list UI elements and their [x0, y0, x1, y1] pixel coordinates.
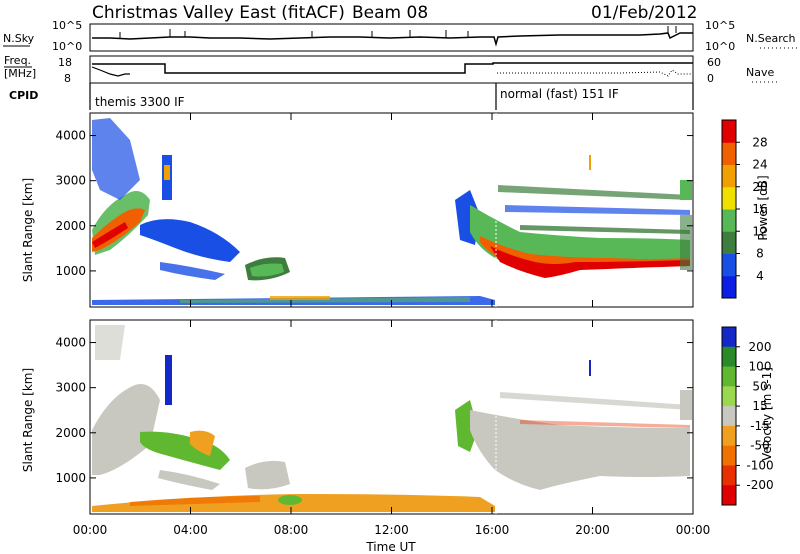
velocity-ytick-label: 4000	[55, 336, 86, 350]
velocity-ytick-label: 2000	[55, 426, 86, 440]
power-colorbar: 4 8 12 16 20 24 28	[721, 119, 768, 299]
beam-label: Beam 08	[352, 3, 428, 23]
power-colorbar-band	[722, 142, 736, 165]
date-label: 01/Feb/2012	[591, 3, 697, 23]
time-axis-labels: 00:00 04:00 08:00 12:00 16:00 20:00 00:00	[73, 523, 711, 537]
nsky-tick-top: 10^5	[52, 19, 82, 32]
velocity-colorbar-band	[722, 465, 736, 486]
power-ytick-label: 4000	[55, 129, 86, 143]
nsky-label: N.Sky	[3, 32, 35, 45]
time-tick-label: 12:00	[374, 523, 409, 537]
power-ytick-label: 2000	[55, 219, 86, 233]
velocity-colorbar-band	[722, 485, 736, 506]
nsky-panel-frame	[89, 23, 694, 52]
nave-tick-top: 60	[707, 56, 721, 69]
power-colorbar-band	[722, 164, 736, 188]
nsearch-label: N.Search	[746, 32, 796, 45]
time-tick-label: 08:00	[274, 523, 309, 537]
velocity-colorbar-band	[722, 386, 736, 407]
velocity-panel	[89, 319, 694, 515]
power-colorbar-tick-label: 24	[752, 158, 767, 172]
nsky-spikes	[119, 26, 677, 38]
velocity-colorbar: 200 100 50 15 -15 -50 -100 -200	[721, 326, 774, 506]
power-colorbar-tick-label: 12	[752, 224, 767, 238]
cpid-mode-2: normal (fast) 151 IF	[500, 87, 619, 101]
power-colorbar-band	[722, 275, 736, 299]
velocity-colorbar-band	[722, 406, 736, 427]
velocity-colorbar-band	[722, 445, 736, 466]
power-colorbar-band	[722, 120, 736, 143]
nsearch-tick-bottom: 10^0	[705, 40, 735, 53]
power-y-axis: 1000 2000 3000 4000	[55, 129, 693, 278]
velocity-colorbar-tick-label: 50	[752, 379, 767, 393]
time-tick-label: 00:00	[73, 523, 108, 537]
velocity-colorbar-band	[722, 366, 736, 387]
power-colorbar-tick-label: 8	[756, 247, 764, 261]
velocity-ytick-label: 3000	[55, 381, 86, 395]
nsky-tick-bottom: 10^0	[52, 40, 82, 53]
nsearch-tick-top: 10^5	[705, 19, 735, 32]
power-colorbar-band	[722, 186, 736, 210]
power-panel	[89, 112, 694, 308]
nave-trace	[497, 69, 693, 77]
power-x-axis	[89, 113, 694, 307]
power-ytick-label: 1000	[55, 264, 86, 278]
power-colorbar-tick-label: 20	[752, 180, 767, 194]
time-tick-label: 16:00	[475, 523, 510, 537]
velocity-colorbar-tick-label: -100	[746, 458, 773, 472]
power-ylabel: Slant Range [km]	[21, 178, 35, 282]
velocity-colorbar-band	[722, 327, 736, 348]
power-ytick-label: 3000	[55, 174, 86, 188]
freq-trace	[92, 62, 693, 74]
cpid-mode-1: themis 3300 IF	[95, 95, 185, 109]
velocity-ytick-label: 1000	[55, 471, 86, 485]
velocity-colorbar-band	[722, 346, 736, 368]
velocity-ylabel: Slant Range [km]	[21, 368, 35, 472]
power-colorbar-tick-label: 16	[752, 202, 767, 216]
time-tick-label: 04:00	[173, 523, 208, 537]
time-axis-title: Time UT	[365, 540, 416, 554]
power-colorbar-tick-label: 28	[752, 135, 767, 149]
freq-panel-frame	[89, 55, 694, 84]
velocity-x-axis	[89, 320, 694, 514]
power-colorbar-tick-label: 4	[756, 269, 764, 283]
freq-tick-top: 18	[58, 56, 72, 69]
power-colorbar-band	[722, 253, 736, 277]
velocity-scatter	[92, 325, 692, 512]
velocity-colorbar-tick-label: -15	[750, 419, 770, 433]
plot-title: Christmas Valley East (fitACF)	[92, 3, 345, 23]
velocity-colorbar-tick-label: -50	[750, 439, 770, 453]
cpid-label: CPID	[9, 89, 38, 102]
velocity-colorbar-tick-label: 100	[749, 360, 772, 374]
power-colorbar-label: Power [dB]	[756, 175, 770, 240]
nsky-trace	[92, 32, 693, 47]
velocity-y-axis: 1000 2000 3000 4000	[55, 336, 693, 485]
velocity-colorbar-tick-label: 15	[752, 399, 767, 413]
velocity-colorbar-band	[722, 425, 736, 447]
time-tick-label: 00:00	[676, 523, 711, 537]
velocity-colorbar-tick-label: 200	[749, 340, 772, 354]
power-scatter	[92, 118, 692, 305]
power-colorbar-band	[722, 209, 736, 232]
nave-tick-bottom: 0	[707, 72, 714, 85]
freq-unit-label: [MHz]	[4, 67, 36, 80]
nave-label: Nave	[746, 66, 774, 79]
velocity-colorbar-frame	[721, 326, 737, 506]
freq-tick-bottom: 8	[64, 72, 71, 85]
freq-trace-early	[91, 66, 130, 77]
velocity-colorbar-tick-label: -200	[746, 478, 773, 492]
freq-label: Freq.	[4, 54, 31, 67]
velocity-colorbar-label: Velocity [m s-1]	[760, 367, 774, 461]
power-colorbar-band	[722, 231, 736, 254]
time-tick-label: 20:00	[575, 523, 610, 537]
